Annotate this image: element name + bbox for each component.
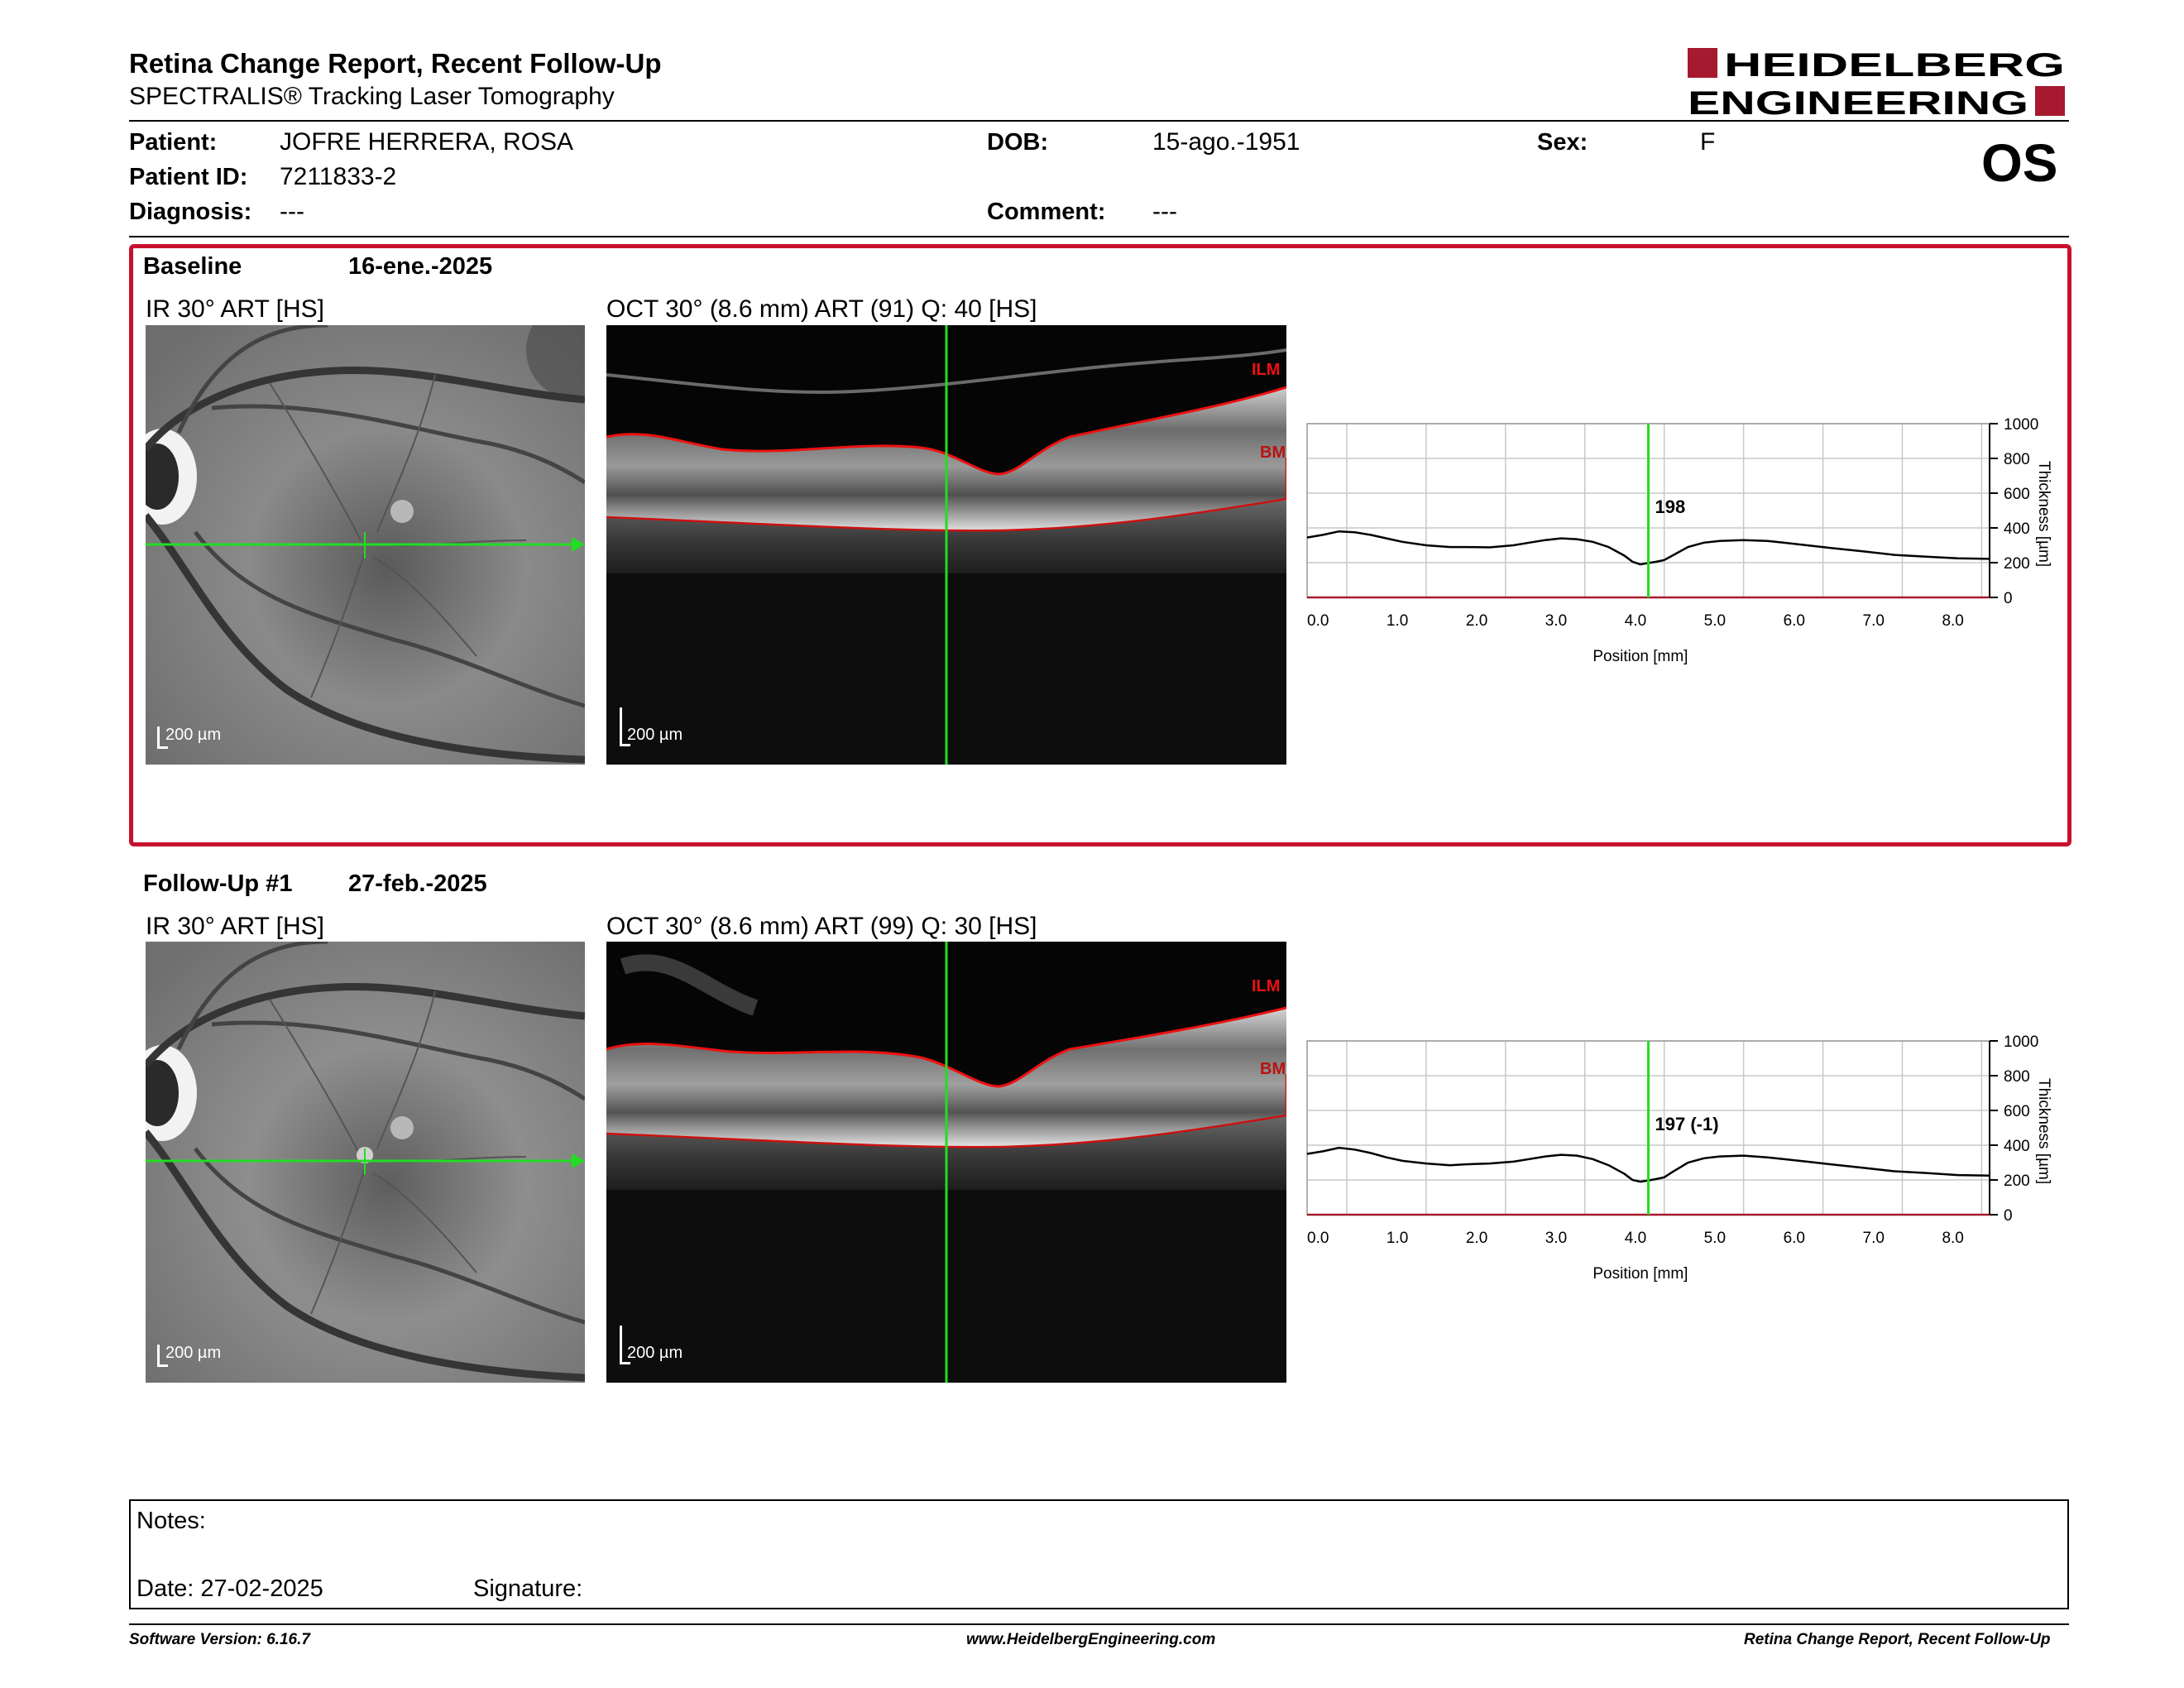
followup-bm-label: BM (1260, 1060, 1286, 1078)
followup-marker-value: 197 (-1) (1655, 1114, 1719, 1134)
followup-y-tick-label: 0 (2004, 1207, 2013, 1225)
baseline-x-tick-label: 6.0 (1784, 612, 1805, 630)
baseline-oct-image: ILM BM 200 µm (606, 325, 1286, 765)
followup-y-tick-label: 200 (2004, 1172, 2030, 1190)
notes-date: Date: 27-02-2025 (136, 1575, 323, 1602)
report-subtitle: SPECTRALIS® Tracking Laser Tomography (129, 83, 615, 110)
followup-y-tick-label: 1000 (2004, 1033, 2038, 1051)
baseline-ilm-label: ILM (1252, 361, 1280, 379)
baseline-x-axis-label: Position [mm] (1592, 648, 1688, 665)
followup-oct-scale-text: 200 µm (627, 1344, 683, 1362)
notes-box: Notes: Date: 27-02-2025 Signature: (129, 1499, 2069, 1609)
followup-y-tick-label: 800 (2004, 1068, 2030, 1086)
followup-x-tick-label: 2.0 (1466, 1230, 1487, 1247)
logo-line2: ENGINEERING (1688, 85, 2028, 119)
baseline-x-tick-label: 3.0 (1545, 612, 1567, 630)
baseline-y-tick-label: 600 (2004, 486, 2030, 503)
followup-x-tick-label: 0.0 (1307, 1230, 1329, 1247)
report-title: Retina Change Report, Recent Follow-Up (129, 48, 662, 79)
baseline-oct-scalebar (620, 707, 630, 746)
baseline-thickness-line (1306, 530, 1990, 566)
patient-id-value: 7211833-2 (280, 163, 397, 190)
baseline-y-tick-label: 1000 (2004, 416, 2038, 434)
footer-rule (129, 1623, 2069, 1625)
baseline-x-tick-label: 4.0 (1625, 612, 1646, 630)
baseline-ir-scalebar (157, 727, 168, 749)
baseline-thickness-chart: 0 200 400 600 800 1000 0.0 1.0 2.0 3.0 4.0 5.0 6.0 7.… (1306, 416, 2052, 665)
header-rule (129, 120, 2069, 122)
followup-y-axis-label: Thickness [µm] (2035, 1078, 2052, 1184)
followup-ir-scalebar (157, 1345, 168, 1367)
baseline-y-tick-label: 200 (2004, 555, 2030, 573)
software-version: Software Version: 6.16.7 (129, 1631, 310, 1648)
baseline-ir-image: 200 µm (146, 325, 585, 765)
baseline-y-tick-label: 800 (2004, 451, 2030, 468)
followup-x-tick-label: 5.0 (1704, 1230, 1726, 1247)
followup-label: Follow-Up #1 (143, 870, 293, 897)
followup-date: 27-feb.-2025 (348, 870, 487, 897)
baseline-ir-scale-text: 200 µm (165, 726, 222, 744)
signature-label: Signature: (473, 1575, 583, 1602)
followup-ilm-label: ILM (1252, 977, 1280, 995)
followup-oct-label: OCT 30° (8.6 mm) ART (99) Q: 30 [HS] (606, 913, 1037, 940)
patient-label: Patient: (129, 129, 218, 156)
followup-x-tick-label: 8.0 (1942, 1230, 1963, 1247)
baseline-bm-label: BM (1260, 444, 1286, 462)
baseline-x-tick-label: 8.0 (1942, 612, 1963, 630)
diagnosis-value: --- (280, 198, 304, 225)
followup-x-tick-label: 3.0 (1545, 1230, 1567, 1247)
followup-y-tick-label: 400 (2004, 1138, 2030, 1155)
followup-oct-scalebar (620, 1326, 630, 1364)
baseline-label: Baseline (143, 253, 242, 280)
diagnosis-label: Diagnosis: (129, 199, 252, 225)
heidelberg-logo: HEIDELBERG ENGINEERING (1688, 47, 2065, 119)
followup-ir-image: 200 µm (146, 942, 585, 1383)
followup-oct-image: ILM BM 200 µm (606, 942, 1286, 1383)
followup-x-tick-label: 1.0 (1387, 1230, 1408, 1247)
baseline-oct-label: OCT 30° (8.6 mm) ART (91) Q: 40 [HS] (606, 295, 1037, 323)
followup-x-axis-label: Position [mm] (1592, 1265, 1688, 1283)
comment-label: Comment: (987, 199, 1106, 225)
baseline-marker-value: 198 (1655, 496, 1686, 517)
patient-id-label: Patient ID: (129, 164, 248, 190)
followup-y-tick-label: 600 (2004, 1103, 2030, 1120)
sex-label: Sex: (1537, 129, 1588, 156)
followup-thickness-line (1306, 1146, 1990, 1183)
baseline-date: 16-ene.-2025 (348, 253, 493, 280)
patient-name: JOFRE HERRERA, ROSA (280, 128, 574, 156)
followup-thickness-chart: 0 200 400 600 800 1000 0.0 1.0 2.0 3.0 4.0 5.0 6.0 7.… (1306, 1033, 2052, 1283)
baseline-oct-scale-text: 200 µm (627, 726, 683, 744)
baseline-x-tick-label: 1.0 (1387, 612, 1408, 630)
followup-x-tick-label: 6.0 (1784, 1230, 1805, 1247)
baseline-y-axis-label: Thickness [µm] (2035, 461, 2052, 567)
baseline-x-tick-label: 2.0 (1466, 612, 1487, 630)
dob-label: DOB: (987, 129, 1049, 156)
baseline-ir-label: IR 30° ART [HS] (146, 295, 324, 323)
logo-line1: HEIDELBERG (1724, 47, 2065, 84)
notes-label: Notes: (136, 1508, 206, 1534)
website-link[interactable]: www.HeidelbergEngineering.com (966, 1631, 1216, 1648)
eye-indicator: OS (1981, 133, 2058, 193)
comment-value: --- (1152, 198, 1177, 225)
followup-ir-label: IR 30° ART [HS] (146, 913, 324, 940)
baseline-y-tick-label: 400 (2004, 520, 2030, 538)
patient-rule (129, 236, 2069, 237)
footer-report-name: Retina Change Report, Recent Follow-Up (1744, 1631, 2051, 1648)
dob-value: 15-ago.-1951 (1152, 128, 1300, 156)
baseline-x-tick-label: 5.0 (1704, 612, 1726, 630)
followup-ir-scale-text: 200 µm (165, 1344, 222, 1362)
followup-x-tick-label: 4.0 (1625, 1230, 1646, 1247)
baseline-x-tick-label: 7.0 (1863, 612, 1885, 630)
baseline-y-tick-label: 0 (2004, 590, 2013, 607)
sex-value: F (1700, 128, 1716, 156)
baseline-x-tick-label: 0.0 (1307, 612, 1329, 630)
baseline-frame (129, 244, 2071, 846)
followup-x-tick-label: 7.0 (1863, 1230, 1885, 1247)
